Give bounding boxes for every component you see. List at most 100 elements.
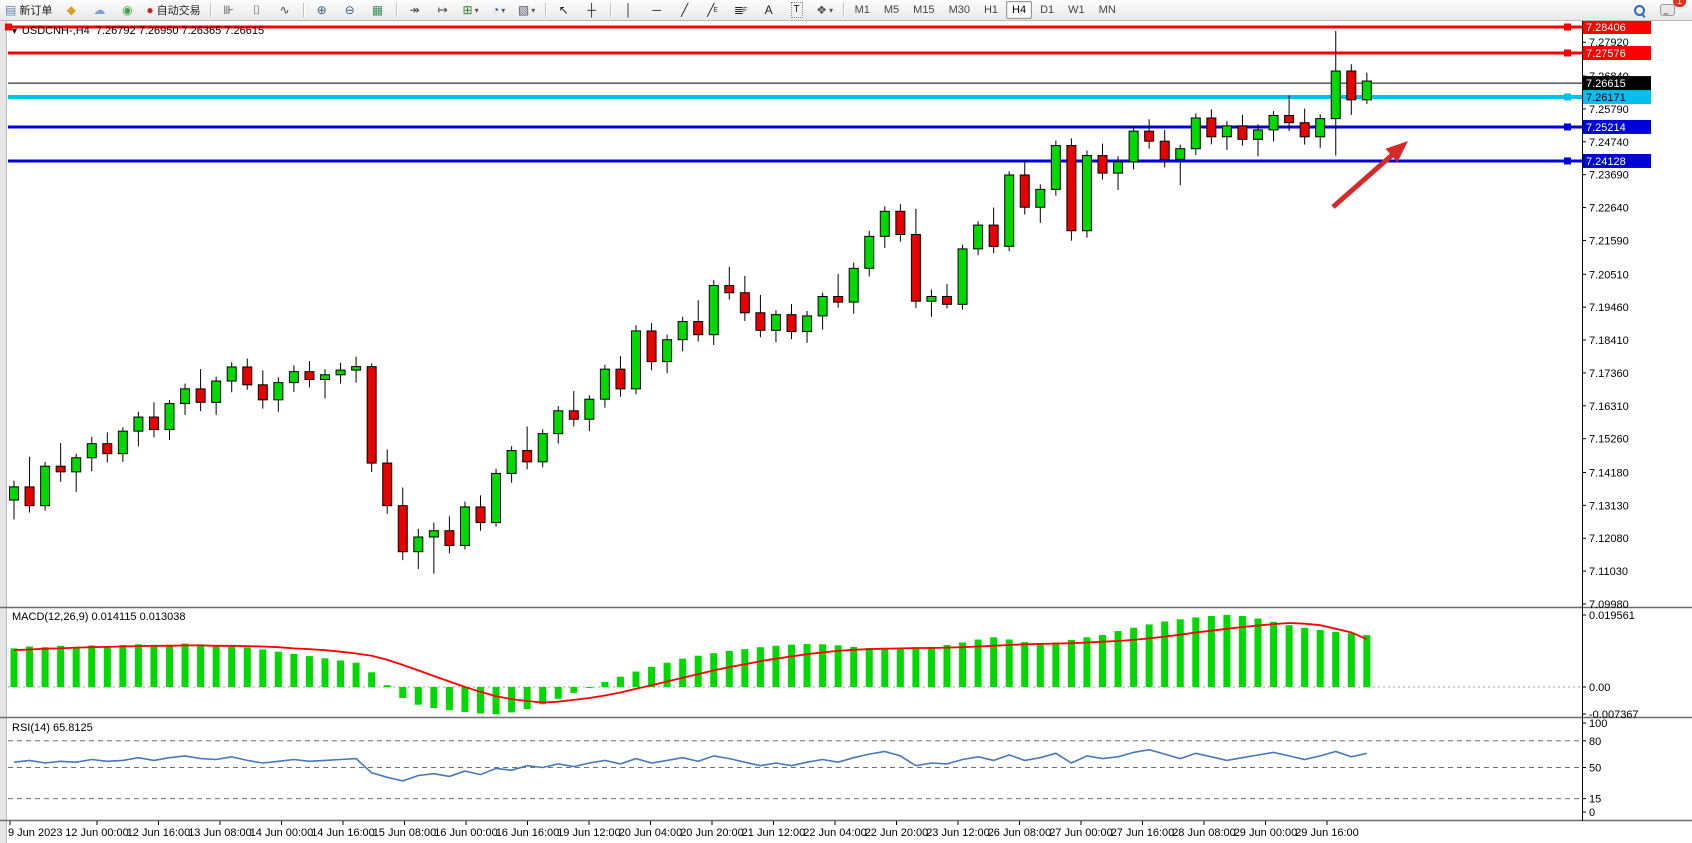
svg-text:7.14180: 7.14180 [1589,467,1629,479]
auto-scroll-button[interactable]: ↠ [402,0,428,20]
styler-button[interactable]: ◆ [58,0,84,20]
text-button[interactable]: A [756,0,782,20]
timeframe-button-mn[interactable]: MN [1098,4,1116,16]
bar-chart-button[interactable]: ⊪ [216,0,242,20]
templates-button[interactable]: ▧ ▾ [514,0,540,20]
clock-icon: ◔ [491,3,500,17]
chat-bubble-icon [1659,4,1675,16]
chevron-down-icon[interactable]: ▾ [828,5,833,15]
search-button[interactable] [1626,0,1652,20]
shift-icon: ↦ [437,3,448,17]
community-button[interactable]: ☁ [86,0,112,20]
svg-text:20 Jun 20:00: 20 Jun 20:00 [680,827,744,839]
svg-text:100: 100 [1589,718,1607,730]
zoom-out-icon: ⊖ [344,3,355,17]
svg-text:27 Jun 00:00: 27 Jun 00:00 [1049,827,1113,839]
vertical-line-button[interactable]: │ [616,0,642,20]
svg-text:-0.007367: -0.007367 [1589,709,1639,721]
line-chart-button[interactable]: ∿ [272,0,298,20]
new-order-button[interactable]: ▤ 新订单 [1,0,56,20]
toolbar-separator [544,3,546,17]
glyph-sub-label: E [713,6,719,14]
line-handle[interactable] [1564,93,1571,101]
periods-button[interactable]: ◔ ▾ [486,0,512,20]
cursor-button[interactable]: ↖ [551,0,577,20]
arrows-icon: ❖ [816,3,827,17]
svg-text:7.13130: 7.13130 [1589,500,1629,512]
line-handle[interactable] [1564,23,1571,31]
signals-button[interactable]: ◉ [114,0,140,20]
text-label-button[interactable]: T [784,0,810,20]
crosshair-button[interactable]: ┼ [579,0,605,20]
equidistant-channel-button[interactable]: ╱ E [700,0,726,20]
svg-text:14 Jun 16:00: 14 Jun 16:00 [311,827,375,839]
fibonacci-button[interactable]: ≣ F [728,0,754,20]
svg-text:7.20510: 7.20510 [1589,269,1629,281]
timeframe-button-m30[interactable]: M30 [948,4,970,16]
autotrade-button[interactable]: ● 自动交易 [142,0,204,20]
line-handle[interactable] [1564,49,1571,57]
line-handle[interactable] [1564,123,1571,131]
indicators-icon: ⊞ [462,3,473,17]
collapse-arrow-icon[interactable]: ▼ [10,26,19,36]
svg-text:7.28406: 7.28406 [1586,22,1626,34]
svg-text:7.12080: 7.12080 [1589,533,1629,545]
line-handle[interactable] [5,23,12,31]
svg-text:7.23690: 7.23690 [1589,170,1629,182]
svg-text:80: 80 [1589,736,1601,748]
crosshair-icon: ┼ [587,3,596,17]
autotrade-button-label: 自动交易 [156,5,201,17]
svg-text:13 Jun 08:00: 13 Jun 08:00 [188,827,252,839]
toolbar-separator [395,3,397,17]
tiles-icon: ▦ [371,3,384,17]
line-handle[interactable] [1564,157,1571,165]
rsi-line [13,748,1368,782]
svg-text:16 Jun 00:00: 16 Jun 00:00 [434,827,498,839]
svg-text:7.17360: 7.17360 [1589,368,1629,380]
arrows-button[interactable]: ❖ ▾ [812,0,838,20]
notifications-button[interactable]: 1 [1654,0,1686,20]
candlestick-chart-button[interactable]: ⌷ [244,0,270,20]
timeframe-button-m5[interactable]: M5 [883,4,900,16]
chevron-down-icon[interactable]: ▾ [474,5,479,15]
trend-arrow-annotation[interactable] [1331,141,1408,209]
toolbar-separator [209,3,211,17]
template-icon: ▧ [517,3,530,17]
bars-icon: ⊪ [223,3,234,17]
text-icon: A [764,3,773,17]
timeframe-button-h1[interactable]: H1 [983,4,999,16]
chevron-down-icon[interactable]: ▾ [501,5,506,15]
chevron-down-icon[interactable]: ▾ [531,5,536,15]
macd-indicator-label: MACD(12,26,9) 0.014115 0.013038 [12,611,186,623]
horizontal-line-button[interactable]: ─ [644,0,670,20]
cloud-icon: ☁ [93,3,106,17]
indicators-button[interactable]: ⊞ ▾ [458,0,484,20]
chart-shift-button[interactable]: ↦ [430,0,456,20]
timeframe-button-m15[interactable]: M15 [913,4,935,16]
timeframe-button-w1[interactable]: W1 [1068,4,1085,16]
svg-text:7.21590: 7.21590 [1589,235,1629,247]
timeframe-button-h4[interactable]: H4 [1006,1,1033,19]
svg-text:16 Jun 16:00: 16 Jun 16:00 [496,827,560,839]
trendline-button[interactable]: ╱ [672,0,698,20]
svg-text:23 Jun 12:00: 23 Jun 12:00 [926,827,990,839]
zoom-in-button[interactable]: ⊕ [309,0,335,20]
candles-icon: ⌷ [252,3,261,17]
autoscroll-icon: ↠ [409,3,420,17]
zoom-out-button[interactable]: ⊖ [337,0,363,20]
tile-windows-button[interactable]: ▦ [365,0,391,20]
timeframe-button-m1[interactable]: M1 [854,4,870,16]
svg-text:7.27576: 7.27576 [1586,48,1626,60]
notification-badge: 1 [1673,0,1686,7]
svg-text:9 Jun 2023: 9 Jun 2023 [8,827,62,839]
svg-text:29 Jun 16:00: 29 Jun 16:00 [1295,827,1359,839]
toolbar-separator [302,3,304,17]
svg-text:50: 50 [1589,763,1601,775]
svg-text:7.09980: 7.09980 [1589,599,1629,611]
diamond-icon: ◆ [66,3,76,17]
svg-text:7.25214: 7.25214 [1586,122,1626,134]
timeframe-button-d1[interactable]: D1 [1040,4,1055,16]
price-axis: 7.279207.268407.257907.247407.236907.226… [1582,37,1629,611]
